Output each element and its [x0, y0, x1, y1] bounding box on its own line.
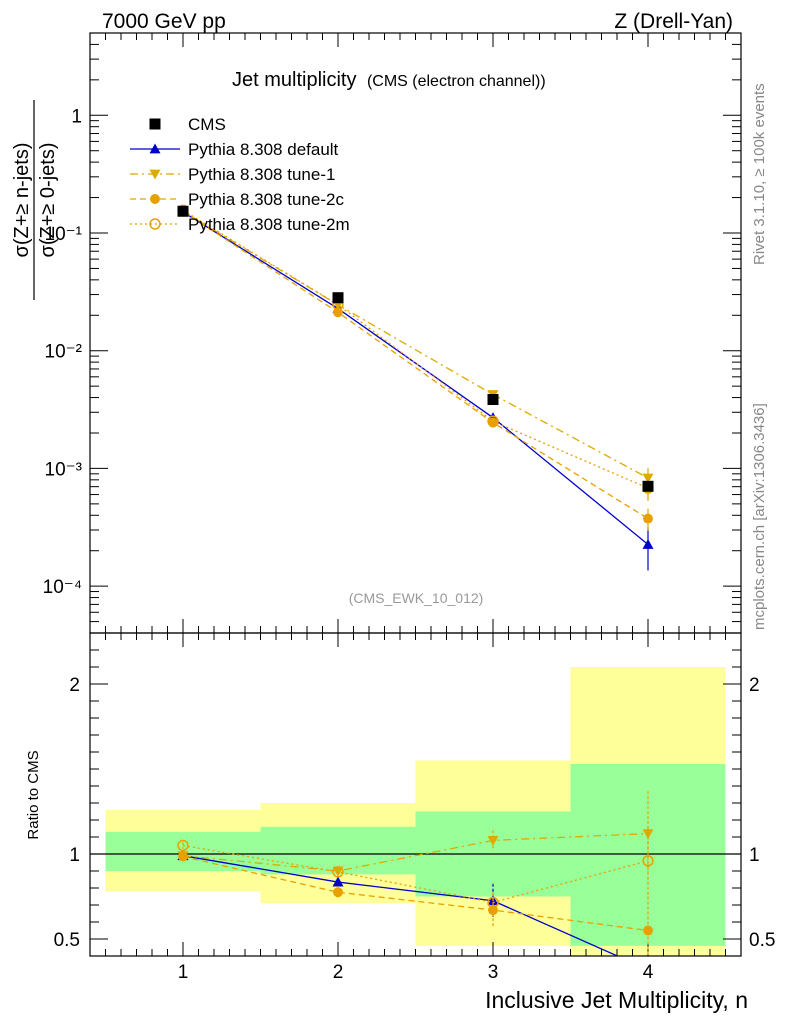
x-tick-label: 3: [488, 962, 499, 983]
legend-marker: [149, 143, 161, 154]
ratio-tick-label-left: 0.5: [54, 930, 80, 951]
y-tick-label: 1: [71, 106, 82, 127]
analysis-tag: (CMS_EWK_10_012): [349, 590, 484, 606]
ratio-data-point: [642, 855, 654, 867]
data-point: [643, 513, 653, 524]
ratio-data-point: [643, 925, 653, 936]
ratio-series-line: [182, 855, 619, 956]
ratio-series-line: [182, 855, 649, 932]
cms-data-point: [177, 205, 189, 217]
y-axis-label: σ(Z+≥ n-jets) σ(Z+≥ 0-jets): [11, 100, 59, 300]
header-right: Z (Drell-Yan): [614, 10, 733, 33]
y-axis-label-numerator: σ(Z+≥ n-jets): [11, 143, 33, 258]
cms-data-point: [487, 394, 499, 406]
legend-marker: [149, 218, 161, 230]
ratio-data-point: [332, 876, 344, 887]
chart-subtitle: (CMS (electron channel)): [367, 73, 546, 90]
cms-data-point: [332, 292, 344, 304]
ratio-data-point: [332, 866, 344, 878]
series-line: [182, 210, 649, 479]
ratio-tick-label-right: 1: [749, 845, 760, 866]
y-tick-label: 10⁻¹: [45, 224, 83, 245]
legend-label: Pythia 8.308 tune-2m: [188, 215, 350, 234]
ratio-band-inner: [570, 763, 726, 946]
legend-marker: [150, 194, 160, 204]
legend-label: Pythia 8.308 tune-1: [188, 165, 335, 184]
ratio-tick-label-left: 2: [69, 675, 80, 696]
ratio-series-line: [182, 832, 649, 872]
series-line: [182, 211, 649, 545]
x-tick-label: 4: [643, 962, 654, 983]
cms-data-point: [642, 480, 654, 492]
ratio-data-point: [177, 839, 189, 852]
main-series: [177, 204, 654, 571]
legend: CMS Pythia 8.308 default Pythia 8.308 tune…: [130, 115, 350, 234]
ratio-series: [177, 791, 654, 956]
chart-title-line: Jet multiplicity (CMS (electron channel)…: [232, 69, 546, 91]
y-axis-label-denominator: σ(Z+≥ 0-jets): [37, 143, 59, 258]
ratio-data-point: [487, 896, 499, 909]
legend-label: Pythia 8.308 tune-2c: [188, 190, 344, 209]
legend-label: Pythia 8.308 default: [188, 140, 339, 159]
legend-marker: [149, 169, 161, 180]
ratio-uncertainty-bands: [90, 667, 741, 956]
header-left: 7000 GeV pp: [102, 10, 226, 33]
x-tick-label: 2: [333, 962, 344, 983]
ratio-series-line: [182, 844, 649, 904]
ratio-tick-label-right: 2: [749, 675, 760, 696]
series-line: [182, 211, 649, 520]
series-line: [182, 209, 649, 489]
legend-label: CMS: [188, 115, 226, 134]
ratio-y-axis-label: Ratio to CMS: [25, 750, 42, 839]
x-tick-label: 1: [178, 962, 189, 983]
x-axis-label: Inclusive Jet Multiplicity, n: [485, 987, 748, 1013]
ratio-data-point: [178, 851, 188, 862]
y-tick-label: 10⁻²: [45, 342, 83, 363]
ratio-tick-label-right: 0.5: [749, 930, 775, 951]
y-tick-label: 10⁻⁴: [43, 577, 82, 598]
ratio-data-point: [333, 887, 343, 898]
legend-marker: [149, 118, 161, 130]
data-point: [487, 415, 499, 427]
mcplots-label: mcplots.cern.ch [arXiv:1306.3436]: [751, 403, 768, 630]
ratio-data-point: [332, 866, 344, 877]
data-point: [642, 538, 654, 549]
ratio-series-group: [177, 791, 654, 956]
chart-title: Jet multiplicity: [232, 69, 356, 91]
ratio-tick-label-left: 1: [69, 845, 80, 866]
y-tick-label: 10⁻³: [45, 459, 83, 480]
rivet-label: Rivet 3.1.10, ≥ 100k events: [751, 83, 768, 265]
ratio-data-point: [487, 836, 499, 846]
